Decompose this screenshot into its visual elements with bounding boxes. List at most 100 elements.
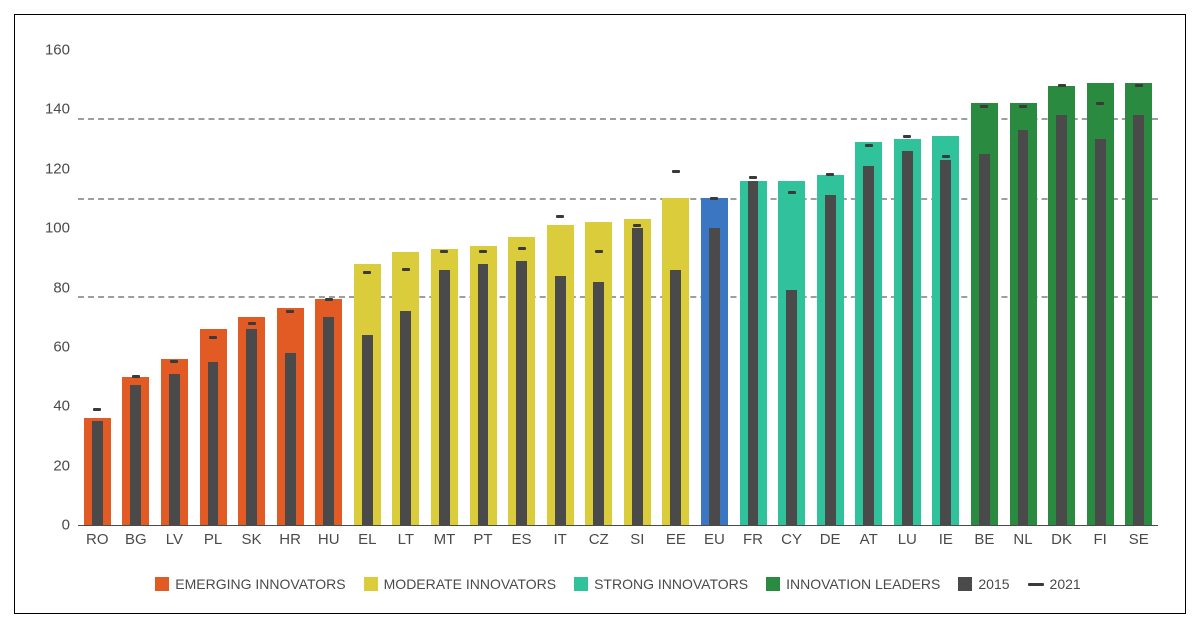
marker-2021 (980, 105, 988, 108)
bar-2015 (285, 353, 296, 525)
marker-2021 (325, 298, 333, 301)
legend: EMERGING INNOVATORS MODERATE INNOVATORS ST… (78, 576, 1158, 592)
y-tick-label: 0 (62, 517, 70, 534)
marker-2021 (286, 310, 294, 313)
bar-2015 (1018, 130, 1029, 525)
y-tick-label: 80 (53, 279, 70, 296)
bar-2015 (902, 151, 913, 525)
x-tick-label: IT (553, 531, 566, 548)
y-tick-label: 100 (45, 220, 70, 237)
marker-2021 (1135, 84, 1143, 87)
x-tick-label: BG (125, 531, 147, 548)
marker-2021 (865, 144, 873, 147)
x-tick-label: DK (1051, 531, 1072, 548)
x-tick-label: DE (820, 531, 841, 548)
bar-2015 (593, 282, 604, 525)
marker-2021 (903, 135, 911, 138)
bar-2015 (1095, 139, 1106, 525)
legend-item: MODERATE INNOVATORS (364, 576, 556, 592)
marker-2021 (248, 322, 256, 325)
bar-2015 (748, 181, 759, 525)
marker-2021 (672, 170, 680, 173)
marker-2021 (93, 408, 101, 411)
bar-2015 (516, 261, 527, 525)
x-tick-label: NL (1013, 531, 1032, 548)
marker-2021 (710, 197, 718, 200)
marker-2021 (518, 247, 526, 250)
legend-dash-icon (1028, 583, 1044, 586)
marker-2021 (363, 271, 371, 274)
x-tick-label: ES (512, 531, 532, 548)
x-tick-label: LV (166, 531, 183, 548)
legend-swatch-icon (574, 577, 588, 591)
x-tick-label: LU (898, 531, 917, 548)
y-tick-label: 40 (53, 398, 70, 415)
bar-2015 (400, 311, 411, 525)
x-tick-label: PT (473, 531, 492, 548)
marker-2021 (595, 250, 603, 253)
x-tick-label: RO (86, 531, 109, 548)
y-tick-label: 20 (53, 457, 70, 474)
bar-2015 (208, 362, 219, 525)
bar-2015 (246, 329, 257, 525)
bar-2015 (439, 270, 450, 525)
marker-2021 (942, 155, 950, 158)
bar-2015 (863, 166, 874, 525)
legend-label: MODERATE INNOVATORS (384, 576, 556, 592)
bar-2015 (169, 374, 180, 525)
marker-2021 (170, 360, 178, 363)
bar-2015 (92, 421, 103, 525)
bar-2015 (130, 385, 141, 525)
bar-2015 (940, 160, 951, 525)
marker-2021 (556, 215, 564, 218)
legend-item: INNOVATION LEADERS (766, 576, 940, 592)
x-tick-label: FR (743, 531, 763, 548)
legend-label: STRONG INNOVATORS (594, 576, 748, 592)
x-tick-label: HR (279, 531, 301, 548)
legend-swatch-icon (958, 577, 972, 591)
legend-item: STRONG INNOVATORS (574, 576, 748, 592)
x-tick-label: SK (242, 531, 262, 548)
bar-2015 (1133, 115, 1144, 525)
y-tick-label: 120 (45, 160, 70, 177)
x-tick-label: LT (398, 531, 414, 548)
marker-2021 (788, 191, 796, 194)
bar-2015 (632, 228, 643, 525)
marker-2021 (132, 375, 140, 378)
marker-2021 (440, 250, 448, 253)
legend-swatch-icon (364, 577, 378, 591)
y-tick-label: 140 (45, 101, 70, 118)
x-tick-label: IE (939, 531, 953, 548)
x-tick-label: EU (704, 531, 725, 548)
bar-2015 (709, 228, 720, 525)
legend-label: 2021 (1050, 576, 1081, 592)
bar-2015 (362, 335, 373, 525)
legend-label: 2015 (978, 576, 1009, 592)
y-tick-label: 60 (53, 338, 70, 355)
x-tick-label: EE (666, 531, 686, 548)
x-tick-label: AT (860, 531, 878, 548)
marker-2021 (1096, 102, 1104, 105)
x-axis-line (78, 525, 1158, 526)
legend-label: INNOVATION LEADERS (786, 576, 940, 592)
x-tick-label: CY (781, 531, 802, 548)
x-tick-label: EL (358, 531, 376, 548)
legend-item: 2021 (1028, 576, 1081, 592)
marker-2021 (1019, 105, 1027, 108)
marker-2021 (749, 176, 757, 179)
x-tick-label: PL (204, 531, 222, 548)
x-tick-label: FI (1093, 531, 1106, 548)
bar-2015 (786, 290, 797, 525)
bar-2015 (670, 270, 681, 525)
bar-2015 (323, 317, 334, 525)
x-tick-label: BE (974, 531, 994, 548)
legend-item: EMERGING INNOVATORS (155, 576, 345, 592)
bar-2015 (979, 154, 990, 525)
x-tick-label: SE (1129, 531, 1149, 548)
x-tick-label: CZ (589, 531, 609, 548)
chart-container: 020406080100120140160ROBGLVPLSKHRHUELLTM… (0, 0, 1200, 628)
marker-2021 (479, 250, 487, 253)
legend-label: EMERGING INNOVATORS (175, 576, 345, 592)
marker-2021 (1058, 84, 1066, 87)
y-tick-label: 160 (45, 42, 70, 59)
